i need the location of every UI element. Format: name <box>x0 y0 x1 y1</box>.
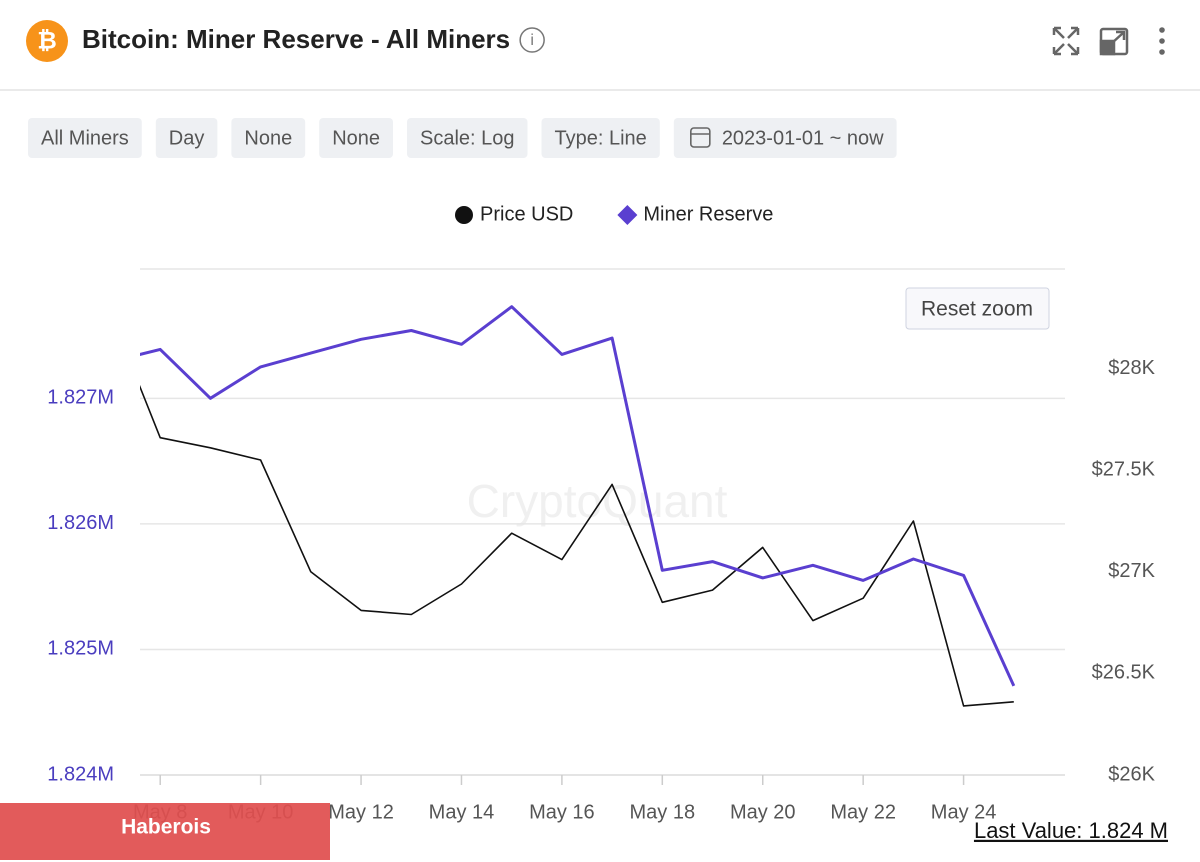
fullscreen-glyph[interactable] <box>1052 26 1080 56</box>
legend-marker[interactable] <box>617 205 638 225</box>
legend-label[interactable]: Miner Reserve <box>643 203 773 225</box>
filter-button[interactable]: Scale: Log <box>407 118 528 158</box>
series-line <box>140 384 1014 707</box>
filter-button-box[interactable] <box>541 118 660 158</box>
more-icon[interactable] <box>1159 27 1165 55</box>
x-tick-label: May 14 <box>429 801 495 823</box>
reset-zoom-label[interactable]: Reset zoom <box>921 298 1033 321</box>
filter-button[interactable]: Type: Line <box>541 118 660 158</box>
y2-tick-label: $28K <box>1108 357 1155 379</box>
reset-zoom-box[interactable] <box>905 287 1050 330</box>
reset-zoom-button[interactable]: Reset zoom <box>905 287 1050 330</box>
filter-button-box[interactable] <box>155 118 218 158</box>
legend-item[interactable]: Price USD <box>455 203 573 225</box>
filter-button-box[interactable] <box>28 118 142 158</box>
filter-button-label[interactable]: Scale: Log <box>420 127 515 149</box>
legend-marker[interactable] <box>455 206 473 224</box>
fullscreen-icon[interactable] <box>1052 26 1080 56</box>
logo-symbol: ₿ <box>37 27 57 54</box>
page-title: Bitcoin: Miner Reserve - All Miners <box>82 24 510 54</box>
y2-tick-label: $27.5K <box>1092 458 1156 480</box>
info-letter[interactable]: i <box>530 32 534 49</box>
filter-button-box[interactable] <box>319 118 393 158</box>
filter-button-box[interactable] <box>673 118 897 158</box>
y-tick-label: 1.825M <box>47 638 114 660</box>
popout-icon[interactable] <box>1099 27 1129 56</box>
dot[interactable] <box>1159 38 1165 44</box>
filter-button[interactable]: None <box>319 118 393 158</box>
x-tick-label: May 20 <box>730 801 796 823</box>
series-line <box>140 305 1016 687</box>
legend-label[interactable]: Price USD <box>480 203 573 225</box>
filter-button-label[interactable]: Type: Line <box>555 127 647 149</box>
banner-text: Haberois <box>121 816 211 839</box>
filter-button-box[interactable] <box>231 118 306 158</box>
filter-button[interactable]: None <box>231 118 306 158</box>
y2-tick-label: $26.5K <box>1092 662 1156 684</box>
info-icon[interactable]: i <box>519 27 545 53</box>
legend-item[interactable]: Miner Reserve <box>617 203 773 225</box>
watermark: CryptoQuant <box>467 475 728 527</box>
dot[interactable] <box>1159 27 1165 33</box>
bitcoin-logo <box>26 20 68 62</box>
y2-tick-label: $27K <box>1108 560 1155 582</box>
popout-box[interactable] <box>1099 39 1116 56</box>
filter-button[interactable]: Day <box>155 118 218 158</box>
filter-button[interactable]: All Miners <box>28 118 142 158</box>
y-tick-label: 1.826M <box>47 512 114 534</box>
toolbar: All Miners Day None None Scale: Log Type: Lin… <box>28 118 897 158</box>
y-tick-label: 1.827M <box>47 387 114 409</box>
filter-button-label[interactable]: All Miners <box>41 127 129 149</box>
x-tick-label: May 12 <box>328 801 394 823</box>
filter-button-label[interactable]: None <box>332 127 380 149</box>
x-tick-label: May 16 <box>529 801 595 823</box>
dot[interactable] <box>1159 49 1165 55</box>
y2-tick-label: $26K <box>1108 763 1155 785</box>
y-tick-label: 1.824M <box>47 763 114 785</box>
info-circle[interactable] <box>519 27 545 53</box>
banner <box>0 803 330 860</box>
calendar-icon[interactable] <box>690 127 711 148</box>
x-tick-label: May 18 <box>630 801 696 823</box>
last-value[interactable]: Last Value: 1.824 M <box>974 818 1168 843</box>
filter-button-label[interactable]: None <box>244 127 292 149</box>
popout-arrow[interactable] <box>1111 30 1126 44</box>
legend: Price USD Miner Reserve <box>455 203 773 225</box>
filter-button[interactable]: 2023-01-01 ~ now <box>673 118 897 158</box>
x-tick-label: May 24 <box>931 801 997 823</box>
filter-button-label[interactable]: 2023-01-01 ~ now <box>722 127 884 149</box>
x-tick-label: May 22 <box>830 801 896 823</box>
filter-button-label[interactable]: Day <box>169 127 205 149</box>
filter-button-box[interactable] <box>407 118 528 158</box>
